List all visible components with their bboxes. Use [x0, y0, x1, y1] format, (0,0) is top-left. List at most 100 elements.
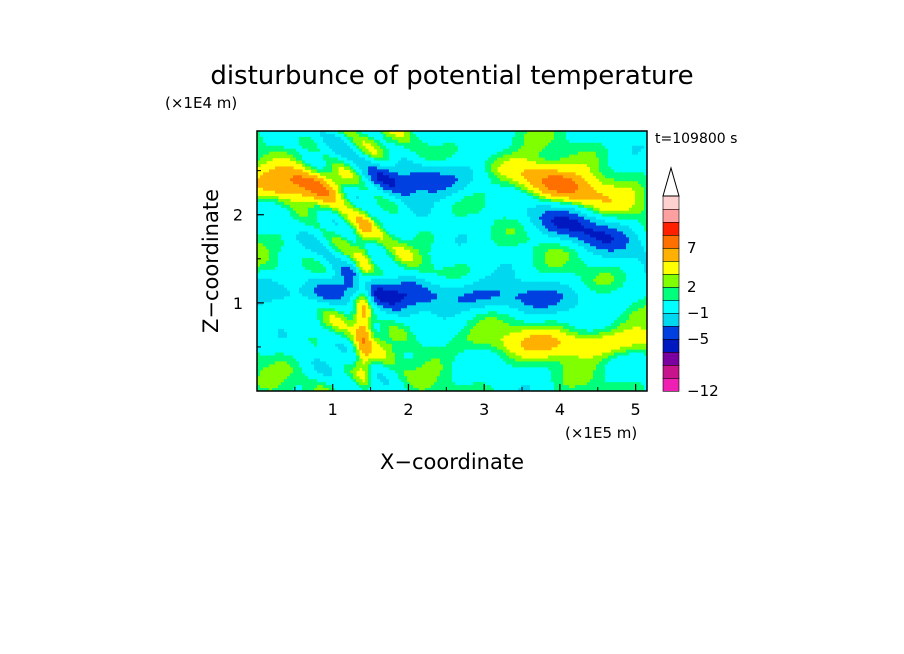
heatmap-cell: [362, 201, 366, 206]
heatmap-cell: [392, 249, 396, 253]
heatmap-cell: [602, 219, 606, 224]
heatmap-cell: [467, 234, 471, 238]
heatmap-cell: [554, 169, 558, 173]
heatmap-cell: [437, 201, 441, 206]
heatmap-cell: [368, 160, 372, 165]
heatmap-cell: [608, 160, 612, 165]
heatmap-cell: [428, 142, 432, 147]
heatmap-cell: [563, 231, 567, 235]
heatmap-cell: [590, 228, 594, 233]
heatmap-cell: [284, 151, 288, 156]
heatmap-cell: [275, 169, 279, 173]
heatmap-cell: [563, 243, 567, 247]
heatmap-cell: [584, 228, 588, 233]
heatmap-cell: [260, 157, 264, 162]
heatmap-cell: [458, 196, 462, 200]
heatmap-cell: [434, 228, 438, 233]
heatmap-cell: [539, 249, 543, 253]
heatmap-cell: [329, 148, 333, 153]
heatmap-cell: [608, 237, 612, 241]
heatmap-cell: [554, 160, 558, 165]
heatmap-cell: [314, 234, 318, 238]
heatmap-cell: [290, 213, 294, 218]
heatmap-cell: [467, 133, 471, 138]
heatmap-cell: [518, 243, 522, 247]
heatmap-cell: [314, 136, 318, 141]
heatmap-cell: [329, 133, 333, 138]
heatmap-cell: [284, 166, 288, 170]
heatmap-cell: [473, 198, 477, 203]
heatmap-cell: [362, 136, 366, 141]
heatmap-cell: [281, 172, 285, 176]
heatmap-cell: [458, 219, 462, 224]
heatmap-cell: [317, 225, 321, 230]
heatmap-cell: [509, 246, 513, 250]
heatmap-cell: [482, 154, 486, 159]
heatmap-cell: [317, 151, 321, 156]
heatmap-cell: [356, 145, 360, 150]
heatmap-cell: [317, 240, 321, 244]
heatmap-cell: [419, 219, 423, 224]
heatmap-cell: [398, 207, 402, 212]
heatmap-cell: [281, 175, 285, 179]
heatmap-cell: [488, 166, 492, 170]
heatmap-cell: [560, 201, 564, 206]
heatmap-cell: [635, 249, 639, 253]
heatmap-cell: [257, 243, 261, 247]
heatmap-cell: [326, 231, 330, 235]
heatmap-cell: [365, 246, 369, 250]
heatmap-cell: [545, 222, 549, 227]
heatmap-cell: [614, 166, 618, 170]
heatmap-cell: [620, 133, 624, 138]
heatmap-cell: [599, 231, 603, 235]
heatmap-cell: [398, 136, 402, 141]
heatmap-cell: [617, 163, 621, 168]
heatmap-cell: [458, 249, 462, 253]
heatmap-cell: [341, 184, 345, 188]
heatmap-cell: [299, 181, 303, 185]
heatmap-cell: [623, 237, 627, 241]
heatmap-cell: [524, 231, 528, 235]
heatmap-cell: [488, 187, 492, 191]
heatmap-cell: [581, 252, 585, 256]
heatmap-cell: [635, 240, 639, 244]
heatmap-cell: [500, 131, 504, 135]
heatmap-cell: [263, 198, 267, 203]
heatmap-cell: [458, 160, 462, 165]
heatmap-cell: [638, 151, 642, 156]
heatmap-cell: [374, 196, 378, 200]
heatmap-cell: [443, 184, 447, 188]
heatmap-cell: [473, 175, 477, 179]
heatmap-cell: [638, 207, 642, 212]
heatmap-cell: [350, 151, 354, 156]
heatmap-cell: [428, 154, 432, 159]
heatmap-cell: [377, 252, 381, 256]
heatmap-cell: [362, 246, 366, 250]
heatmap-cell: [281, 225, 285, 230]
heatmap-cell: [281, 184, 285, 188]
heatmap-cell: [506, 136, 510, 141]
heatmap-cell: [422, 145, 426, 150]
heatmap-cell: [437, 207, 441, 212]
heatmap-cell: [476, 154, 480, 159]
heatmap-cell: [530, 181, 534, 185]
heatmap-cell: [626, 240, 630, 244]
heatmap-cell: [440, 172, 444, 176]
heatmap-cell: [353, 228, 357, 233]
heatmap-cell: [302, 219, 306, 224]
heatmap-cell: [458, 210, 462, 215]
heatmap-cell: [470, 136, 474, 141]
heatmap-cell: [602, 160, 606, 165]
heatmap-cell: [452, 201, 456, 206]
heatmap-cell: [500, 145, 504, 150]
heatmap-cell: [506, 201, 510, 206]
heatmap-cell: [467, 201, 471, 206]
heatmap-cell: [581, 240, 585, 244]
heatmap-cell: [587, 142, 591, 147]
heatmap-cell: [629, 178, 633, 182]
heatmap-cell: [347, 166, 351, 170]
heatmap-cell: [296, 249, 300, 253]
heatmap-cell: [374, 154, 378, 159]
heatmap-cell: [485, 187, 489, 191]
heatmap-cell: [605, 231, 609, 235]
